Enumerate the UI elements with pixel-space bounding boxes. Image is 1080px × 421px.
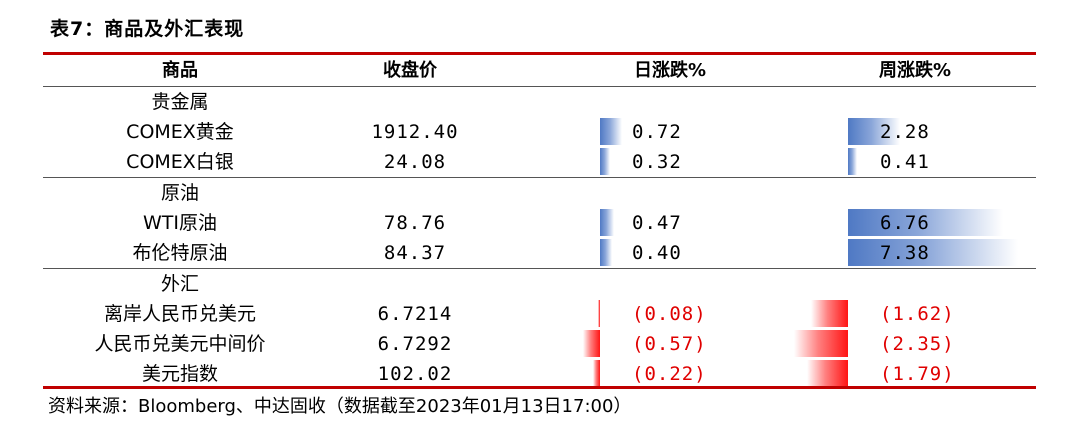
row-name: 离岸人民币兑美元 — [103, 303, 256, 325]
row-close: 24.08 — [383, 151, 447, 173]
weekly-change-bar — [848, 148, 858, 175]
table-title: 表7：商品及外汇表现 — [50, 18, 245, 40]
header-divider — [43, 86, 1036, 87]
row-close: 78.76 — [383, 212, 447, 234]
row-weekly-change: 2.28 — [880, 121, 930, 143]
weekly-change-bar — [848, 209, 1004, 236]
row-weekly-change: 7.38 — [880, 242, 930, 264]
row-close: 6.7214 — [377, 303, 453, 325]
weekly-change-bar — [810, 300, 848, 327]
daily-change-bar — [597, 300, 600, 327]
weekly-change-bar — [806, 360, 848, 387]
weekly-change-bar — [848, 239, 1018, 266]
row-close: 102.02 — [377, 363, 453, 385]
group-label: 原油 — [160, 182, 199, 204]
header-commodity: 商品 — [162, 60, 198, 81]
row-close: 6.7292 — [377, 333, 453, 355]
daily-change-bar — [582, 330, 600, 357]
group-divider — [43, 268, 1036, 269]
daily-change-bar — [600, 239, 612, 266]
bottom-rule — [43, 386, 1036, 389]
source-note: 资料来源：Bloomberg、中达固收（数据截至2023年01月13日17:00… — [48, 396, 632, 417]
daily-change-bar — [600, 209, 615, 236]
header-weekly: 周涨跌% — [878, 60, 952, 81]
row-name: 布伦特原油 — [132, 242, 228, 264]
daily-change-bar — [593, 360, 600, 387]
weekly-change-bar — [848, 118, 901, 145]
row-daily-change: 0.40 — [632, 242, 682, 264]
row-name: WTI原油 — [143, 212, 217, 234]
row-daily-change: 0.32 — [632, 151, 682, 173]
top-rule — [43, 52, 1036, 55]
weekly-change-bar — [793, 330, 848, 357]
row-daily-change: 0.72 — [632, 121, 682, 143]
group-label: 外汇 — [160, 273, 199, 295]
row-weekly-change: 0.41 — [880, 151, 930, 173]
group-divider — [43, 177, 1036, 178]
row-daily-change: (0.22) — [632, 363, 707, 385]
row-weekly-change: (1.79) — [880, 363, 955, 385]
header-close: 收盘价 — [383, 60, 437, 81]
row-weekly-change: 6.76 — [880, 212, 930, 234]
row-close: 84.37 — [383, 242, 447, 264]
row-name: COMEX白银 — [126, 151, 234, 173]
row-daily-change: (0.57) — [632, 333, 707, 355]
header-daily: 日涨跌% — [633, 60, 707, 81]
group-label: 贵金属 — [151, 91, 209, 113]
row-daily-change: 0.47 — [632, 212, 682, 234]
daily-change-bar — [600, 148, 610, 175]
row-weekly-change: (1.62) — [880, 303, 955, 325]
row-name: 美元指数 — [141, 363, 218, 385]
row-name: 人民币兑美元中间价 — [94, 333, 266, 355]
row-name: COMEX黄金 — [126, 121, 234, 143]
row-weekly-change: (2.35) — [880, 333, 955, 355]
row-daily-change: (0.08) — [632, 303, 707, 325]
row-close: 1912.40 — [371, 121, 459, 143]
daily-change-bar — [600, 118, 622, 145]
